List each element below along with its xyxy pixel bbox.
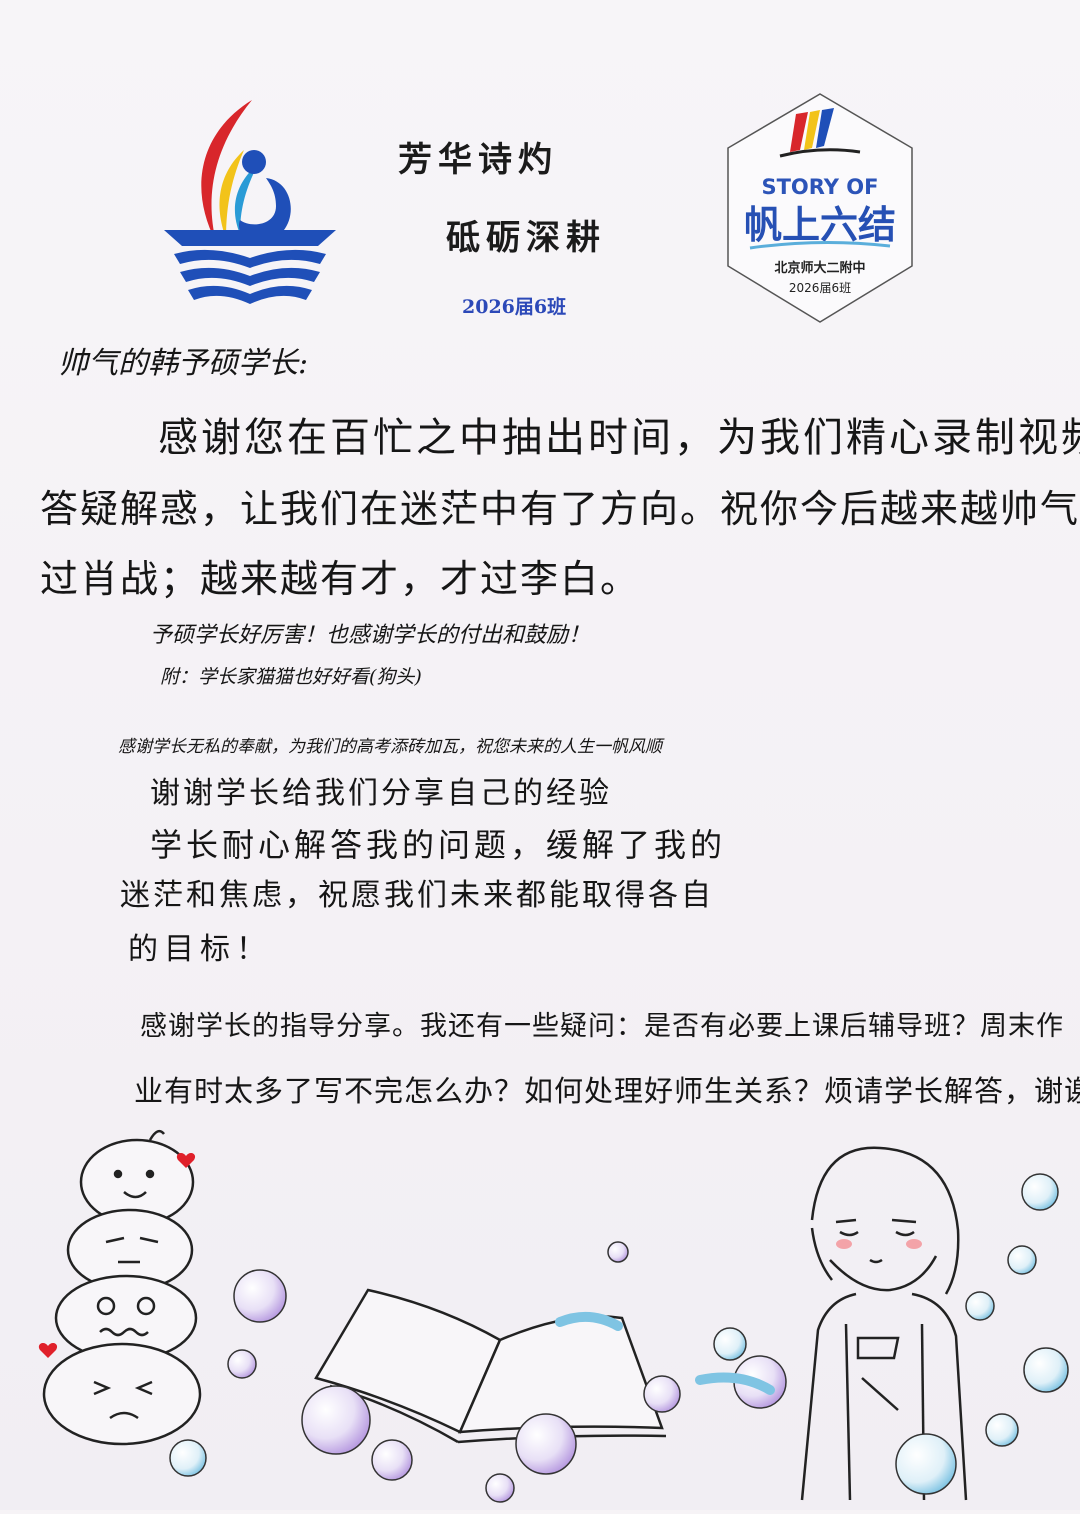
bubbles-decoration	[169, 1173, 1069, 1503]
paragraph-2: 予硕学长好厉害！也感谢学长的付出和鼓励！	[150, 623, 591, 648]
class-label: 2026届6班	[462, 296, 567, 318]
motto-line-1: 芳华诗灼	[398, 140, 558, 180]
class-badge: STORY OF 帆上六结 北京师大二附中 2026届6班	[720, 90, 920, 330]
dumpling-stack-drawing	[42, 1129, 202, 1446]
school-logo	[160, 92, 340, 322]
badge-school: 北京师大二附中	[774, 260, 865, 276]
badge-title-cn: 帆上六结	[744, 203, 896, 247]
badge-class: 2026届6班	[789, 281, 851, 295]
student-drawing	[800, 1146, 968, 1501]
paragraph-4: 感谢学长无私的奉献，为我们的高考添砖加瓦，祝您未来的人生一帆风顺	[118, 737, 662, 757]
badge-title-en: STORY OF	[761, 175, 878, 199]
paragraph-1-line-2: 答疑解惑，让我们在迷茫中有了方向。祝你今后越来越帅气帅	[40, 487, 1080, 531]
paragraph-7-line-2: 业有时太多了写不完怎么办？如何处理好师生关系？烦请学长解答，谢谢！	[134, 1074, 1080, 1108]
paragraph-6-line-1: 学长耐心解答我的问题，缓解了我的	[150, 826, 727, 864]
motto-line-2: 砥砺深耕	[446, 218, 606, 258]
paragraph-5: 谢谢学长给我们分享自己的经验	[150, 776, 612, 811]
paragraph-6-line-3: 的目标！	[128, 932, 272, 967]
paragraph-6-line-2: 迷茫和焦虑，祝愿我们未来都能取得各自	[120, 878, 714, 913]
greeting: 帅气的韩予硕学长:	[58, 346, 309, 381]
open-book-drawing	[314, 1288, 667, 1444]
doodle-illustration	[0, 1110, 1080, 1510]
paragraph-1-line-3: 过肖战；越来越有才，才过李白。	[40, 557, 641, 601]
paragraph-1-line-1: 感谢您在百忙之中抽出时间，为我们精心录制视频	[158, 415, 1080, 461]
paragraph-7-line-1: 感谢学长的指导分享。我还有一些疑问：是否有必要上课后辅导班？周末作	[140, 1011, 1064, 1042]
paragraph-3: 附：学长家猫猫也好好看(狗头)	[160, 666, 422, 688]
